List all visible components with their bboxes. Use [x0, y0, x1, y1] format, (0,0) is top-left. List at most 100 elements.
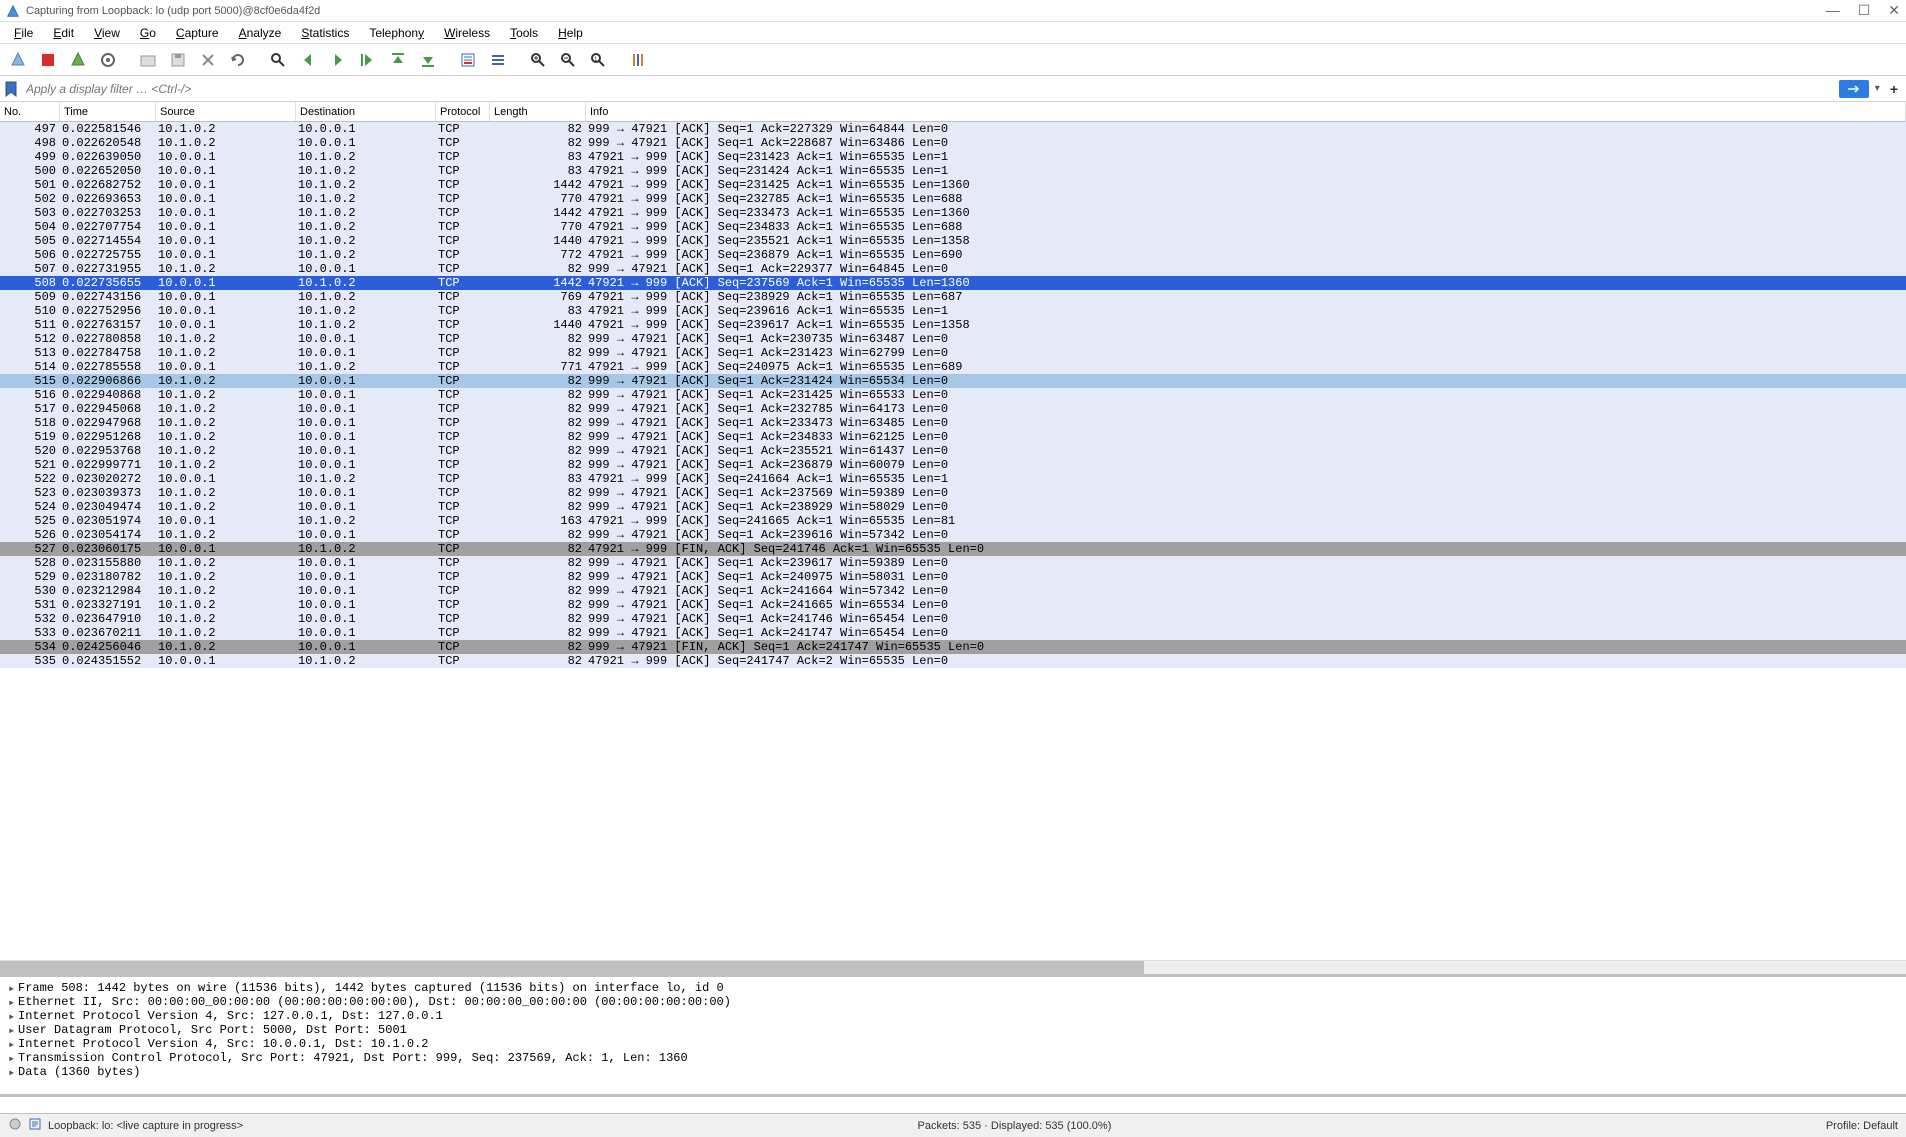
packet-row[interactable]: 5350.02435155210.0.0.110.1.0.2TCP8247921…	[0, 654, 1906, 668]
packet-row[interactable]: 5020.02269365310.0.0.110.1.0.2TCP7704792…	[0, 192, 1906, 206]
packet-row[interactable]: 5080.02273565510.0.0.110.1.0.2TCP1442479…	[0, 276, 1906, 290]
packet-row[interactable]: 5320.02364791010.1.0.210.0.0.1TCP82999 →…	[0, 612, 1906, 626]
goto-packet-button[interactable]	[354, 47, 382, 73]
packet-row[interactable]: 5220.02302027210.0.0.110.1.0.2TCP8347921…	[0, 472, 1906, 486]
close-file-button[interactable]	[194, 47, 222, 73]
detail-line[interactable]: ▸User Datagram Protocol, Src Port: 5000,…	[8, 1023, 1898, 1037]
stop-capture-button[interactable]	[34, 47, 62, 73]
start-capture-button[interactable]	[4, 47, 32, 73]
detail-line[interactable]: ▸Transmission Control Protocol, Src Port…	[8, 1051, 1898, 1065]
column-header-protocol[interactable]: Protocol	[436, 102, 490, 121]
go-forward-button[interactable]	[324, 47, 352, 73]
packet-row[interactable]: 5170.02294506810.1.0.210.0.0.1TCP82999 →…	[0, 402, 1906, 416]
horizontal-scrollbar[interactable]	[0, 960, 1906, 974]
zoom-in-button[interactable]	[524, 47, 552, 73]
packet-row[interactable]: 5010.02268275210.0.0.110.1.0.2TCP1442479…	[0, 178, 1906, 192]
minimize-button[interactable]: —	[1826, 2, 1840, 19]
go-back-button[interactable]	[294, 47, 322, 73]
packet-row[interactable]: 5160.02294086810.1.0.210.0.0.1TCP82999 →…	[0, 388, 1906, 402]
menu-telephony[interactable]: Telephony	[361, 24, 432, 42]
packet-row[interactable]: 5190.02295126810.1.0.210.0.0.1TCP82999 →…	[0, 430, 1906, 444]
packet-row[interactable]: 5120.02278085810.1.0.210.0.0.1TCP82999 →…	[0, 332, 1906, 346]
reload-button[interactable]	[224, 47, 252, 73]
packet-row[interactable]: 4970.02258154610.1.0.210.0.0.1TCP82999 →…	[0, 122, 1906, 136]
packet-row[interactable]: 5090.02274315610.0.0.110.1.0.2TCP7694792…	[0, 290, 1906, 304]
packet-list[interactable]: 4970.02258154610.1.0.210.0.0.1TCP82999 →…	[0, 122, 1906, 960]
packet-details-pane[interactable]: ▸Frame 508: 1442 bytes on wire (11536 bi…	[0, 977, 1906, 1097]
packet-row[interactable]: 5250.02305197410.0.0.110.1.0.2TCP1634792…	[0, 514, 1906, 528]
zoom-out-button[interactable]	[554, 47, 582, 73]
packet-row[interactable]: 5050.02271455410.0.0.110.1.0.2TCP1440479…	[0, 234, 1906, 248]
packet-row[interactable]: 5240.02304947410.1.0.210.0.0.1TCP82999 →…	[0, 500, 1906, 514]
packet-row[interactable]: 5060.02272575510.0.0.110.1.0.2TCP7724792…	[0, 248, 1906, 262]
capture-options-button[interactable]	[94, 47, 122, 73]
expert-info-icon[interactable]	[8, 1117, 22, 1134]
column-header-info[interactable]: Info	[586, 102, 1906, 121]
window-title: Capturing from Loopback: lo (udp port 50…	[26, 5, 320, 17]
detail-line[interactable]: ▸Internet Protocol Version 4, Src: 10.0.…	[8, 1037, 1898, 1051]
goto-last-button[interactable]	[414, 47, 442, 73]
packet-row[interactable]: 4980.02262054810.1.0.210.0.0.1TCP82999 →…	[0, 136, 1906, 150]
menu-statistics[interactable]: Statistics	[293, 24, 357, 42]
auto-scroll-button[interactable]	[454, 47, 482, 73]
packet-row[interactable]: 5280.02315588010.1.0.210.0.0.1TCP82999 →…	[0, 556, 1906, 570]
filter-dropdown-button[interactable]: ▾	[1873, 83, 1882, 94]
packet-bytes-pane[interactable]	[0, 1097, 1906, 1113]
column-header-no[interactable]: No.	[0, 102, 60, 121]
find-packet-button[interactable]	[264, 47, 292, 73]
packet-row[interactable]: 5210.02299977110.1.0.210.0.0.1TCP82999 →…	[0, 458, 1906, 472]
packet-row[interactable]: 5030.02270325310.0.0.110.1.0.2TCP1442479…	[0, 206, 1906, 220]
packet-row[interactable]: 5150.02290686610.1.0.210.0.0.1TCP82999 →…	[0, 374, 1906, 388]
bookmark-icon[interactable]	[4, 80, 18, 98]
detail-line[interactable]: ▸Internet Protocol Version 4, Src: 127.0…	[8, 1009, 1898, 1023]
menu-help[interactable]: Help	[550, 24, 591, 42]
column-header-length[interactable]: Length	[490, 102, 586, 121]
save-file-button[interactable]	[164, 47, 192, 73]
detail-line[interactable]: ▸Ethernet II, Src: 00:00:00_00:00:00 (00…	[8, 995, 1898, 1009]
column-header-source[interactable]: Source	[156, 102, 296, 121]
capture-file-icon[interactable]	[28, 1117, 42, 1134]
zoom-reset-button[interactable]: 1	[584, 47, 612, 73]
open-file-button[interactable]	[134, 47, 162, 73]
packet-row[interactable]: 5290.02318078210.1.0.210.0.0.1TCP82999 →…	[0, 570, 1906, 584]
packet-row[interactable]: 5180.02294796810.1.0.210.0.0.1TCP82999 →…	[0, 416, 1906, 430]
packet-row[interactable]: 5040.02270775410.0.0.110.1.0.2TCP7704792…	[0, 220, 1906, 234]
menu-edit[interactable]: Edit	[45, 24, 82, 42]
packet-row[interactable]: 5000.02265205010.0.0.110.1.0.2TCP8347921…	[0, 164, 1906, 178]
packet-row[interactable]: 5230.02303937310.1.0.210.0.0.1TCP82999 →…	[0, 486, 1906, 500]
apply-filter-button[interactable]	[1839, 80, 1869, 98]
menu-tools[interactable]: Tools	[502, 24, 546, 42]
add-filter-button[interactable]: +	[1886, 81, 1902, 97]
column-header-destination[interactable]: Destination	[296, 102, 436, 121]
menu-analyze[interactable]: Analyze	[231, 24, 290, 42]
packet-row[interactable]: 5200.02295376810.1.0.210.0.0.1TCP82999 →…	[0, 444, 1906, 458]
menu-file[interactable]: File	[6, 24, 41, 42]
packet-row[interactable]: 5070.02273195510.1.0.210.0.0.1TCP82999 →…	[0, 262, 1906, 276]
close-button[interactable]: ✕	[1888, 2, 1900, 19]
packet-row[interactable]: 5140.02278555810.0.0.110.1.0.2TCP7714792…	[0, 360, 1906, 374]
packet-row[interactable]: 5260.02305417410.1.0.210.0.0.1TCP82999 →…	[0, 528, 1906, 542]
packet-row[interactable]: 5330.02367021110.1.0.210.0.0.1TCP82999 →…	[0, 626, 1906, 640]
packet-row[interactable]: 5340.02425604610.1.0.210.0.0.1TCP82999 →…	[0, 640, 1906, 654]
restart-capture-button[interactable]	[64, 47, 92, 73]
packet-row[interactable]: 5270.02306017510.0.0.110.1.0.2TCP8247921…	[0, 542, 1906, 556]
display-filter-input[interactable]	[22, 78, 1835, 100]
menu-wireless[interactable]: Wireless	[436, 24, 498, 42]
detail-line[interactable]: ▸Frame 508: 1442 bytes on wire (11536 bi…	[8, 981, 1898, 995]
resize-columns-button[interactable]	[624, 47, 652, 73]
colorize-button[interactable]	[484, 47, 512, 73]
packet-row[interactable]: 5310.02332719110.1.0.210.0.0.1TCP82999 →…	[0, 598, 1906, 612]
menu-view[interactable]: View	[86, 24, 128, 42]
packet-row[interactable]: 4990.02263905010.0.0.110.1.0.2TCP8347921…	[0, 150, 1906, 164]
maximize-button[interactable]: ☐	[1858, 2, 1871, 19]
goto-first-button[interactable]	[384, 47, 412, 73]
packet-row[interactable]: 5300.02321298410.1.0.210.0.0.1TCP82999 →…	[0, 584, 1906, 598]
detail-line[interactable]: ▸Data (1360 bytes)	[8, 1065, 1898, 1079]
status-profile[interactable]: Profile: Default	[1826, 1120, 1898, 1132]
packet-row[interactable]: 5100.02275295610.0.0.110.1.0.2TCP8347921…	[0, 304, 1906, 318]
packet-row[interactable]: 5130.02278475810.1.0.210.0.0.1TCP82999 →…	[0, 346, 1906, 360]
menu-capture[interactable]: Capture	[168, 24, 227, 42]
packet-row[interactable]: 5110.02276315710.0.0.110.1.0.2TCP1440479…	[0, 318, 1906, 332]
column-header-time[interactable]: Time	[60, 102, 156, 121]
menu-go[interactable]: Go	[132, 24, 164, 42]
